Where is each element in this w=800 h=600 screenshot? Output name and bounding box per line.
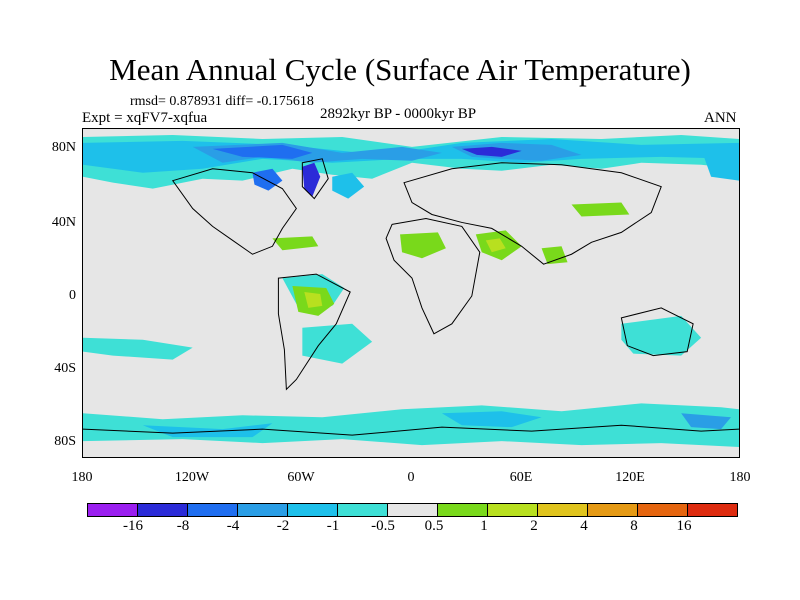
- colorbar-label-neg8: -8: [176, 518, 190, 534]
- colorbar-label-neg4: -4: [226, 518, 240, 534]
- warm-anomaly-regions: [272, 202, 630, 316]
- colorbar-label-0-5: 0.5: [424, 518, 444, 534]
- south-america-coast: [277, 273, 351, 391]
- colorbar-box: [187, 503, 238, 517]
- cool-anomaly-regions: [83, 134, 739, 448]
- colorbar-label-neg16: -16: [123, 518, 143, 534]
- southern-ocean-cool-mid-1: [142, 423, 273, 438]
- greenland-cool-extreme: [302, 162, 321, 197]
- north-america-coast: [171, 168, 297, 255]
- canada-cool-deep: [212, 144, 313, 159]
- arabia-warm-strong: [485, 238, 506, 253]
- stats-text: rmsd= 0.878931 diff= -0.175618: [130, 94, 314, 109]
- colorbar-label-neg1: -1: [326, 518, 340, 534]
- experiment-label: Expt = xqFV7-xqfua: [82, 110, 208, 126]
- colorbar-box: [387, 503, 438, 517]
- antarctica-coast: [83, 424, 739, 436]
- colorbar-boxes: [87, 503, 738, 517]
- north-atlantic-warm: [272, 236, 319, 251]
- bering-cool: [701, 146, 739, 181]
- north-atlantic-cool: [332, 172, 365, 199]
- y-tick-80n: 80N: [51, 140, 76, 155]
- x-tick-120e: 120E: [615, 470, 645, 485]
- colorbar-label-neg0-5: -0.5: [371, 518, 395, 534]
- amazon-warm-strong: [304, 292, 323, 308]
- south-america-cool: [302, 323, 373, 364]
- x-tick-180e: 180: [729, 470, 751, 485]
- asia-warm: [571, 202, 630, 217]
- y-tick-80s: 80S: [54, 434, 76, 449]
- colorbar-label-neg2: -2: [276, 518, 290, 534]
- coastlines: [83, 158, 739, 436]
- greenland-coast: [301, 158, 329, 200]
- colorbar: [87, 503, 738, 517]
- colorbar-box: [437, 503, 488, 517]
- season-label: ANN: [704, 110, 737, 126]
- southern-ocean-cool-strong: [681, 413, 732, 430]
- colorbar-label-8: 8: [630, 518, 638, 534]
- map-background: [83, 129, 739, 457]
- australia-cool: [621, 315, 702, 356]
- sahara-warm: [400, 232, 446, 259]
- x-tick-60w: 60W: [287, 470, 315, 485]
- colorbar-label-16: 16: [676, 518, 692, 534]
- colorbar-box: [337, 503, 388, 517]
- africa-coast: [385, 217, 481, 335]
- colorbar-box: [487, 503, 538, 517]
- x-tick-120w: 120W: [174, 470, 210, 485]
- y-tick-40n: 40N: [51, 215, 76, 230]
- colorbar-box: [537, 503, 588, 517]
- y-tick-40s: 40S: [54, 361, 76, 376]
- colorbar-label-4: 4: [580, 518, 588, 534]
- colorbar-label-2: 2: [530, 518, 538, 534]
- plot-title: Mean Annual Cycle (Surface Air Temperatu…: [109, 52, 691, 87]
- y-tick-0: 0: [69, 288, 76, 303]
- colorbar-box: [637, 503, 688, 517]
- eurasia-coast: [403, 162, 662, 265]
- colorbar-box: [687, 503, 738, 517]
- anomaly-map: [82, 128, 740, 458]
- colorbar-box: [137, 503, 188, 517]
- south-pacific-cool: [83, 337, 193, 360]
- siberia-cool-extreme: [461, 146, 522, 157]
- x-tick-0: 0: [407, 470, 415, 485]
- x-tick-180w: 180: [71, 470, 93, 485]
- colorbar-box: [237, 503, 288, 517]
- x-tick-60e: 60E: [509, 470, 533, 485]
- colorbar-box: [87, 503, 138, 517]
- period-label: 2892kyr BP - 0000kyr BP: [320, 106, 477, 122]
- colorbar-box: [287, 503, 338, 517]
- india-warm: [541, 246, 568, 265]
- southern-ocean-cool-mid-2: [441, 411, 542, 428]
- australia-coast: [620, 307, 694, 357]
- colorbar-box: [587, 503, 638, 517]
- colorbar-label-1: 1: [480, 518, 488, 534]
